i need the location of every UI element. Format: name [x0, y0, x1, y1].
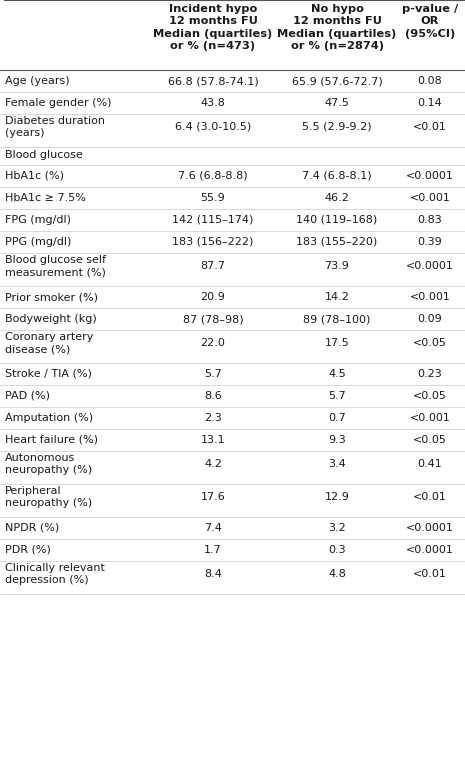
Text: 5.7: 5.7 [328, 391, 346, 401]
Text: No hypo
12 months FU
Median (quartiles)
or % (n=2874): No hypo 12 months FU Median (quartiles) … [278, 4, 397, 51]
Text: <0.0001: <0.0001 [406, 545, 454, 555]
Text: 3.2: 3.2 [328, 523, 346, 533]
Text: Female gender (%): Female gender (%) [5, 98, 112, 108]
Text: 0.39: 0.39 [418, 237, 442, 247]
Text: HbA1c ≥ 7.5%: HbA1c ≥ 7.5% [5, 193, 86, 203]
Text: Diabetes duration
(years): Diabetes duration (years) [5, 116, 105, 138]
Text: 5.7: 5.7 [204, 369, 222, 379]
Text: 4.5: 4.5 [328, 369, 346, 379]
Text: 73.9: 73.9 [325, 261, 349, 271]
Text: Prior smoker (%): Prior smoker (%) [5, 292, 98, 302]
Text: <0.0001: <0.0001 [406, 523, 454, 533]
Text: 65.9 (57.6-72.7): 65.9 (57.6-72.7) [292, 76, 382, 86]
Text: <0.0001: <0.0001 [406, 261, 454, 271]
Text: 1.7: 1.7 [204, 545, 222, 555]
Text: <0.01: <0.01 [413, 492, 447, 502]
Text: 7.6 (6.8-8.8): 7.6 (6.8-8.8) [178, 171, 248, 181]
Text: 4.8: 4.8 [328, 568, 346, 578]
Text: 12.9: 12.9 [325, 492, 349, 502]
Text: 7.4: 7.4 [204, 523, 222, 533]
Text: 140 (119–168): 140 (119–168) [296, 215, 378, 225]
Text: <0.001: <0.001 [410, 292, 451, 302]
Text: 89 (78–100): 89 (78–100) [303, 314, 371, 324]
Text: Blood glucose self
measurement (%): Blood glucose self measurement (%) [5, 255, 106, 278]
Text: 17.5: 17.5 [325, 338, 349, 348]
Text: 22.0: 22.0 [200, 338, 226, 348]
Text: Incident hypo
12 months FU
Median (quartiles)
or % (n=473): Incident hypo 12 months FU Median (quart… [153, 4, 272, 51]
Text: 183 (155–220): 183 (155–220) [296, 237, 378, 247]
Text: PDR (%): PDR (%) [5, 545, 51, 555]
Text: 55.9: 55.9 [200, 193, 226, 203]
Text: <0.05: <0.05 [413, 338, 447, 348]
Text: Blood glucose: Blood glucose [5, 150, 83, 160]
Text: <0.01: <0.01 [413, 121, 447, 131]
Text: 8.4: 8.4 [204, 568, 222, 578]
Text: 0.7: 0.7 [328, 413, 346, 423]
Text: <0.05: <0.05 [413, 435, 447, 445]
Text: 47.5: 47.5 [325, 98, 349, 108]
Text: 7.4 (6.8-8.1): 7.4 (6.8-8.1) [302, 171, 372, 181]
Text: 0.14: 0.14 [418, 98, 442, 108]
Text: <0.001: <0.001 [410, 193, 451, 203]
Text: 43.8: 43.8 [200, 98, 226, 108]
Text: Heart failure (%): Heart failure (%) [5, 435, 98, 445]
Text: 17.6: 17.6 [200, 492, 226, 502]
Text: 4.2: 4.2 [204, 458, 222, 468]
Text: 0.23: 0.23 [418, 369, 442, 379]
Text: 14.2: 14.2 [325, 292, 349, 302]
Text: 87 (78–98): 87 (78–98) [183, 314, 243, 324]
Text: Coronary artery
disease (%): Coronary artery disease (%) [5, 332, 93, 354]
Text: Autonomous
neuropathy (%): Autonomous neuropathy (%) [5, 453, 92, 475]
Text: <0.0001: <0.0001 [406, 171, 454, 181]
Text: PAD (%): PAD (%) [5, 391, 50, 401]
Text: NPDR (%): NPDR (%) [5, 523, 59, 533]
Text: Amputation (%): Amputation (%) [5, 413, 93, 423]
Text: 66.8 (57.8-74.1): 66.8 (57.8-74.1) [167, 76, 259, 86]
Text: Clinically relevant
depression (%): Clinically relevant depression (%) [5, 563, 105, 585]
Text: <0.05: <0.05 [413, 391, 447, 401]
Text: PPG (mg/dl): PPG (mg/dl) [5, 237, 71, 247]
Text: 6.4 (3.0-10.5): 6.4 (3.0-10.5) [175, 121, 251, 131]
Text: 0.09: 0.09 [418, 314, 442, 324]
Text: 0.08: 0.08 [418, 76, 442, 86]
Text: Bodyweight (kg): Bodyweight (kg) [5, 314, 97, 324]
Text: Age (years): Age (years) [5, 76, 70, 86]
Text: 20.9: 20.9 [200, 292, 226, 302]
Text: 8.6: 8.6 [204, 391, 222, 401]
Text: 3.4: 3.4 [328, 458, 346, 468]
Text: 46.2: 46.2 [325, 193, 349, 203]
Text: 2.3: 2.3 [204, 413, 222, 423]
Text: p-value /
OR
(95%CI): p-value / OR (95%CI) [402, 4, 458, 39]
Text: FPG (mg/dl): FPG (mg/dl) [5, 215, 71, 225]
Text: Stroke / TIA (%): Stroke / TIA (%) [5, 369, 92, 379]
Text: 87.7: 87.7 [200, 261, 226, 271]
Text: 0.3: 0.3 [328, 545, 346, 555]
Text: 142 (115–174): 142 (115–174) [173, 215, 254, 225]
Text: 5.5 (2.9-9.2): 5.5 (2.9-9.2) [302, 121, 372, 131]
Text: 183 (156–222): 183 (156–222) [173, 237, 254, 247]
Text: HbA1c (%): HbA1c (%) [5, 171, 64, 181]
Text: 9.3: 9.3 [328, 435, 346, 445]
Text: <0.01: <0.01 [413, 568, 447, 578]
Text: 13.1: 13.1 [201, 435, 226, 445]
Text: 0.41: 0.41 [418, 458, 442, 468]
Text: Peripheral
neuropathy (%): Peripheral neuropathy (%) [5, 486, 92, 509]
Text: <0.001: <0.001 [410, 413, 451, 423]
Text: 0.83: 0.83 [418, 215, 442, 225]
